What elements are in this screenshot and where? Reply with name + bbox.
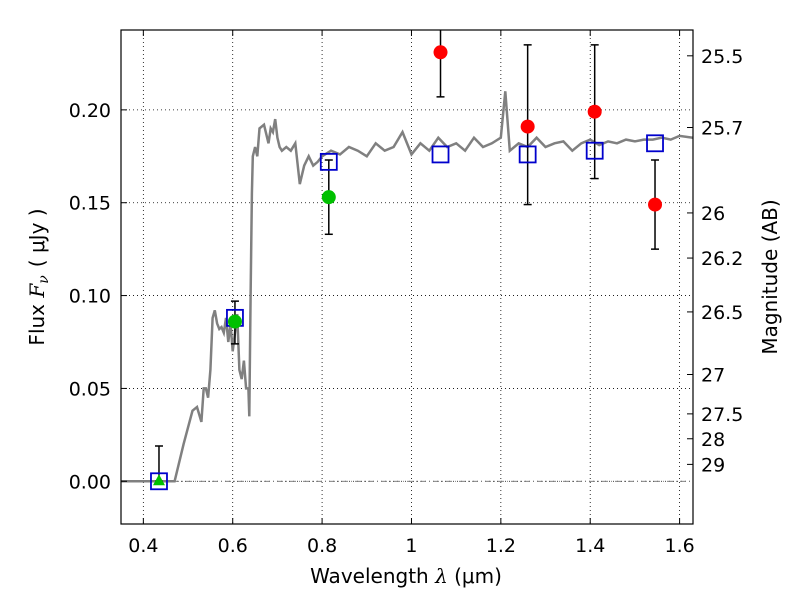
right-axis-ticks: 25.5 25.7 26 26.2 26.5 27 27.5 28 29: [687, 46, 743, 476]
right-tick-label: 26.2: [701, 248, 743, 270]
photometry-point: [433, 45, 448, 60]
x-tick-label: 1.2: [486, 535, 516, 557]
model-square-marker: [319, 152, 338, 171]
model-square-marker: [585, 141, 604, 160]
photometry-point: [321, 190, 336, 205]
x-tick-label: 1.4: [575, 535, 605, 557]
right-tick-label: 25.5: [701, 46, 743, 68]
photometry-point: [587, 104, 602, 119]
plot-frame: [120, 29, 694, 525]
x-tick-label: 1.6: [664, 535, 694, 557]
model-square-marker: [431, 145, 450, 164]
plot-area: [121, 30, 693, 491]
right-tick-label: 26.5: [701, 302, 743, 324]
right-tick-label: 25.7: [701, 118, 743, 140]
y-tick-label: 0.00: [69, 471, 111, 493]
photometry-point: [520, 119, 535, 134]
model-photometry-squares: [150, 134, 664, 491]
y-tick-label: 0.20: [69, 100, 111, 122]
y-tick-label: 0.05: [69, 378, 111, 400]
x-tick-label: 1: [405, 535, 417, 557]
right-tick-label: 27.5: [701, 404, 743, 426]
model-square-marker: [518, 145, 537, 164]
photometry-point: [648, 197, 663, 212]
observed-points: [152, 45, 663, 486]
right-tick-label: 28: [701, 429, 725, 451]
grid-lines: [121, 30, 693, 524]
x-axis-label: Wavelength λ (μm): [310, 564, 502, 588]
model-square-marker: [646, 134, 664, 153]
right-tick-label: 27: [701, 365, 725, 387]
model-square-marker: [150, 472, 168, 491]
x-tick-label: 0.8: [307, 535, 337, 557]
error-bars: [154, 30, 660, 483]
right-tick-label: 29: [701, 454, 725, 476]
x-axis-ticks: 0.4 0.6 0.8 1 1.2 1.4 1.6: [128, 30, 695, 557]
y-tick-label: 0.15: [69, 193, 111, 215]
y-axis-ticks: 0.00 0.05 0.10 0.15 0.20: [69, 100, 127, 493]
x-tick-label: 0.6: [218, 535, 248, 557]
photometry-point: [227, 314, 242, 329]
y-axis-label: Flux Fν( μJy ): [25, 208, 52, 345]
right-axis-label: Magnitude (AB): [758, 199, 782, 354]
y-tick-label: 0.10: [69, 286, 111, 308]
right-tick-label: 26: [701, 203, 725, 225]
x-tick-label: 0.4: [128, 535, 158, 557]
upper-limit-triangle: [152, 474, 165, 486]
model-sed-line: [121, 91, 693, 483]
